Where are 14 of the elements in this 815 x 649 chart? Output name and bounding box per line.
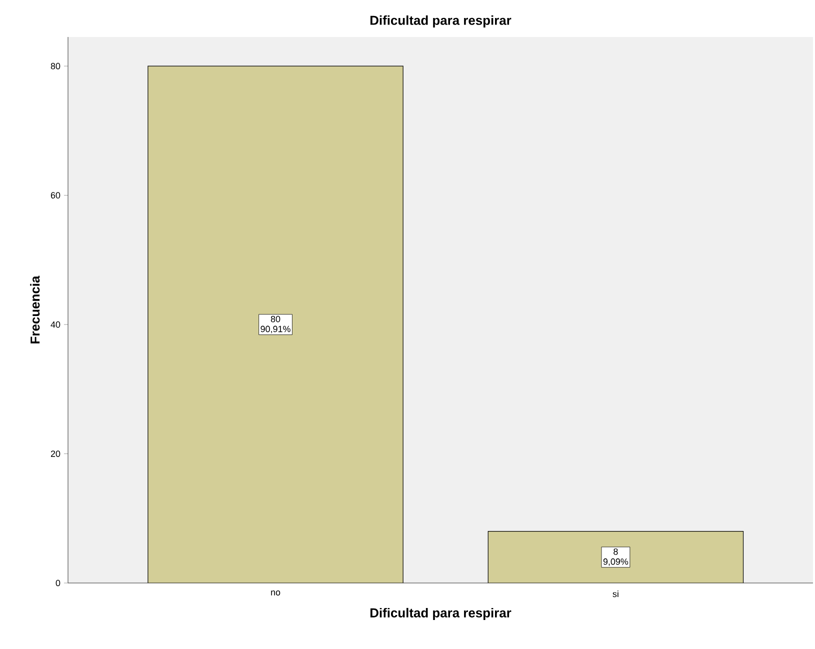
data-label: 80	[270, 316, 280, 322]
y-tick-label: 40	[50, 321, 60, 328]
annotation: 9,09%	[603, 558, 628, 566]
x-tick-label: si	[612, 590, 618, 598]
y-tick-label: 0	[56, 580, 60, 586]
y-tick-label: 20	[50, 450, 60, 457]
data-label: 8	[614, 548, 618, 555]
y-axis-title: Frecuencia	[30, 276, 40, 344]
y-tick-label: 60	[50, 192, 60, 198]
chart-title: Dificultad para respirar	[370, 15, 512, 28]
x-axis-title: Dificultad para respirar	[370, 608, 512, 620]
annotation: 90,91%	[260, 326, 290, 334]
y-tick-label: 80	[50, 62, 60, 70]
x-tick-label: no	[271, 590, 280, 596]
